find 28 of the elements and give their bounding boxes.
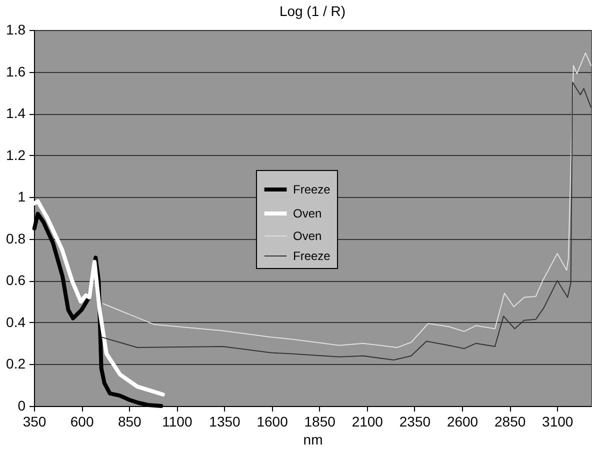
y-tick-label: 1.4 [6,105,26,122]
x-tick-label: 350 [22,414,46,430]
x-tick-label: 2850 [494,414,526,430]
x-tick-label: 1100 [162,414,192,430]
chart-title: Log (1 / R) [279,3,346,19]
x-tick-label: 1850 [304,414,336,430]
x-tick-label: 3100 [542,414,574,430]
x-tick-label: 2100 [352,414,384,430]
x-tick-label: 2350 [399,414,431,430]
y-tick-label: 0.8 [6,230,26,246]
y-tick-label: 0.4 [6,314,26,330]
y-tick-label: 1.2 [6,146,26,163]
legend-label: Oven [293,206,322,220]
y-tick-label: 0.6 [6,272,26,288]
x-tick-label: 1600 [256,414,288,430]
x-tick-label: 2600 [446,414,478,430]
legend-label: Oven [293,229,322,243]
y-tick-label: 1 [18,188,26,205]
x-tick-label: 600 [70,414,94,430]
x-tick-label: 1350 [209,414,241,430]
legend-label: Freeze [293,182,331,196]
x-tick-label: 850 [118,414,142,430]
y-tick-label: 0 [18,398,26,414]
x-axis-title: nm [303,432,323,448]
legend-label: Freeze [293,249,331,263]
y-tick-label: 1.6 [6,63,26,80]
y-tick-label: 0.2 [6,356,26,372]
y-tick-label: 1.8 [6,22,26,38]
